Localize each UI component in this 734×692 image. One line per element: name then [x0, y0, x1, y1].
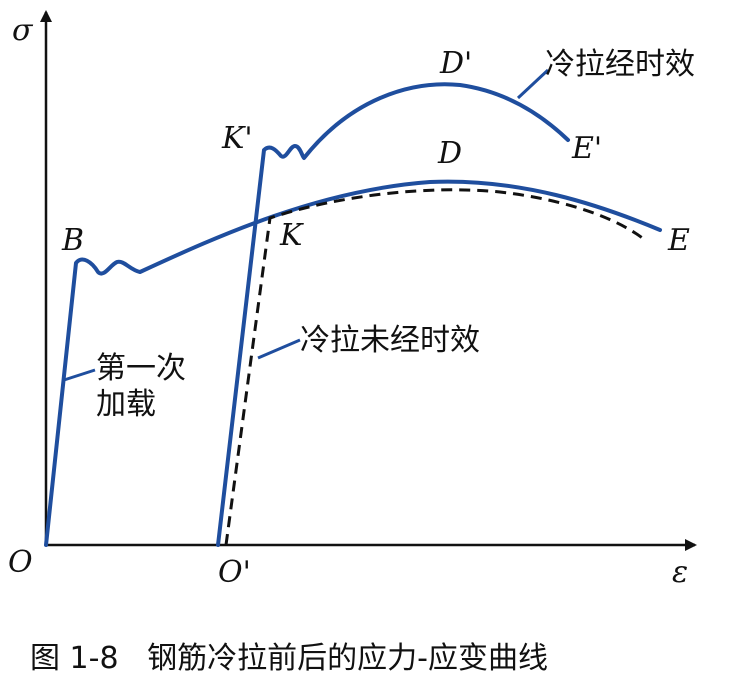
y-axis-symbol: σ — [12, 13, 34, 48]
cold-drawn-aging-curve — [216, 82, 570, 547]
origin-label: O — [8, 545, 33, 580]
first-loading-label-line1: 第一次 — [96, 351, 186, 386]
point-e-label: E — [667, 223, 690, 258]
origin2-label: O' — [218, 555, 251, 590]
point-d-prime-label: D' — [439, 46, 472, 81]
figure-caption: 图 1-8 钢筋冷拉前后的应力-应变曲线 — [30, 641, 548, 676]
point-k-label: K — [279, 218, 304, 253]
leader-first-loading — [63, 368, 96, 382]
point-b-label: B — [61, 223, 84, 258]
point-e-prime-label: E' — [571, 131, 602, 166]
leader-aging — [516, 68, 550, 100]
first-loading-curve — [44, 179, 662, 547]
point-k-prime-label: K' — [221, 121, 253, 156]
cold-drawn-aging-label: 冷拉经时效 — [545, 47, 695, 82]
cold-drawn-no-aging-curve — [224, 188, 646, 546]
leader-no-aging — [257, 338, 301, 360]
first-loading-label-line2: 加载 — [96, 387, 156, 422]
point-d-label: D — [437, 136, 462, 171]
x-axis-symbol: ε — [672, 555, 688, 590]
cold-drawn-no-aging-label: 冷拉未经时效 — [300, 323, 480, 358]
